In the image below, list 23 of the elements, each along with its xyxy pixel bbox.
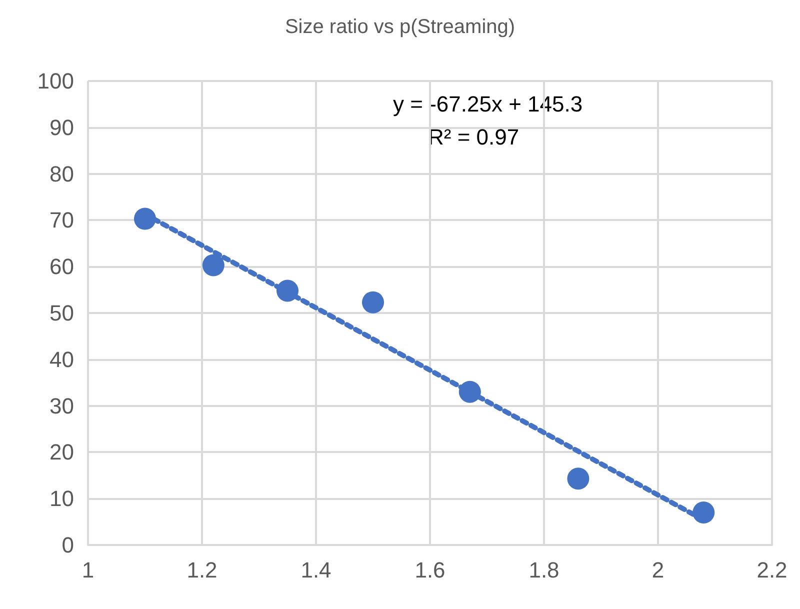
x-tick-label: 1.4	[300, 558, 332, 582]
y-tick-label: 10	[50, 486, 74, 512]
y-tick-label: 80	[50, 161, 74, 186]
point	[202, 254, 224, 276]
y-tick-label: 100	[37, 68, 74, 94]
point	[567, 468, 590, 490]
point	[362, 291, 384, 314]
x-tick-label: 2	[652, 558, 664, 582]
x-tick-label: 1.8	[528, 558, 560, 582]
x-tick-label: 2.2	[756, 558, 788, 582]
y-tick-label: 20	[50, 440, 74, 465]
x-tick-label: 1.6	[414, 558, 446, 582]
chart-title: Size ratio vs p(Streaming)	[284, 16, 516, 38]
y-tick-label: 40	[50, 346, 74, 372]
annotation: y = -67.25x + 145.3	[393, 92, 583, 116]
y-tick-label: 0	[62, 532, 74, 558]
y-tick-label: 50	[50, 300, 74, 326]
x-tick-label: 1.2	[186, 558, 218, 582]
y-tick-label: 30	[50, 393, 74, 418]
y-tick-label: 60	[50, 254, 74, 280]
x-tick-label: 1	[82, 558, 94, 582]
y-tick-label: 70	[50, 208, 74, 233]
y-tick-label: 90	[50, 114, 74, 140]
